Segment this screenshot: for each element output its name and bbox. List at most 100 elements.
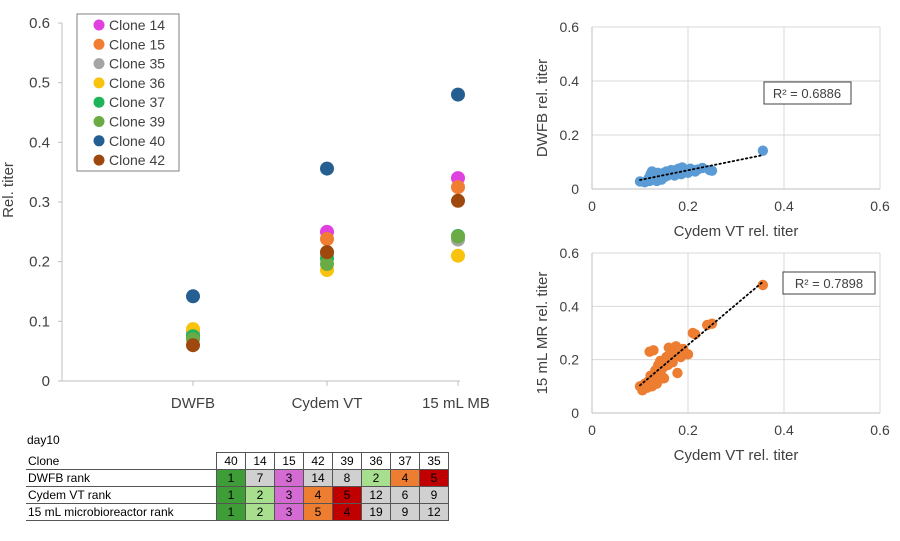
legend-marker [93, 77, 105, 89]
legend-label: Clone 35 [109, 56, 165, 72]
rank-value-cell: 5 [303, 503, 333, 521]
x-category-label: 15 mL MB [422, 395, 490, 412]
legend-marker [93, 116, 105, 127]
data-point [648, 345, 659, 356]
rank-value-cell: 14 [303, 469, 333, 487]
legend-marker [93, 38, 105, 50]
rank-table-header-row: Clone 40 14 15 42 39 36 37 35 [26, 452, 449, 470]
rank-value-cell: 9 [419, 486, 449, 504]
clone-id-cell: 36 [361, 452, 391, 470]
rank-value-cell: 12 [419, 503, 449, 521]
clone-id-cell: 40 [216, 452, 246, 470]
legend-label: Clone 42 [109, 152, 165, 168]
y-tick-label: 0.4 [29, 134, 50, 151]
data-point [690, 329, 701, 340]
legend-label: Clone 14 [109, 17, 165, 33]
x-tick-label: 0 [588, 198, 596, 214]
y-axis-title: DWFB rel. titer [534, 59, 551, 157]
data-point [451, 87, 465, 102]
y-tick-label: 0.2 [560, 352, 580, 368]
rank-value-cell: 6 [390, 486, 420, 504]
dwfb-vs-cydem-scatter: 0 0.2 0.4 0.6 0 0.2 0.4 0.6 Cydem VT rel. titer D… [534, 19, 890, 240]
legend-marker [93, 96, 105, 108]
x-axis-title: Cydem VT rel. titer [674, 223, 799, 240]
rank-value-cell: 2 [361, 469, 391, 487]
rank-value-cell: 3 [274, 469, 304, 487]
legend-label: Clone 36 [109, 75, 165, 91]
data-point [320, 231, 334, 246]
clone-id-cell: 39 [332, 452, 362, 470]
legend-marker [93, 135, 105, 147]
r-squared-label: R² = 0.6886 [773, 86, 841, 101]
rank-table-row: DWFB rank 1 7 3 14 8 2 4 5 [26, 469, 449, 487]
rank-value-cell: 1 [216, 503, 246, 521]
legend-marker [93, 19, 105, 31]
data-point [451, 180, 465, 195]
y-tick-label: 0.6 [29, 15, 50, 32]
rank-value-cell: 2 [245, 503, 275, 521]
rank-value-cell: 12 [361, 486, 391, 504]
y-tick-label: 0.4 [560, 73, 580, 89]
mr-vs-cydem-scatter: 0 0.2 0.4 0.6 0 0.2 0.4 0.6 Cydem VT rel. titer 1… [534, 245, 890, 464]
data-point [186, 289, 200, 304]
data-point [706, 165, 718, 176]
y-tick-label: 0.4 [560, 298, 580, 314]
rank-table-header-label: Clone [26, 452, 217, 470]
x-tick-label: 0 [588, 422, 596, 438]
legend-label: Clone 15 [109, 36, 165, 52]
y-tick-label: 0 [571, 405, 579, 421]
rank-value-cell: 1 [216, 486, 246, 504]
data-point [682, 349, 694, 360]
x-tick-label: 0.2 [678, 422, 698, 438]
y-axis-title: 15 mL MR rel. titer [534, 272, 551, 395]
x-tick-label: 0.4 [774, 198, 794, 214]
data-point [658, 373, 670, 384]
legend-box [76, 13, 180, 172]
legend-label: Clone 39 [109, 114, 165, 130]
rank-value-cell: 19 [361, 503, 391, 521]
x-tick-label: 0.6 [870, 422, 890, 438]
rank-value-cell: 4 [390, 469, 420, 487]
clone-id-cell: 35 [419, 452, 449, 470]
x-axis-title: Cydem VT rel. titer [674, 447, 799, 464]
data-point [320, 161, 334, 176]
rank-value-cell: 3 [274, 486, 304, 504]
trendline [639, 154, 764, 181]
r-squared-box [763, 81, 852, 105]
y-tick-label: 0.1 [29, 313, 50, 330]
x-category-label: Cydem VT [292, 395, 363, 412]
rank-value-cell: 2 [245, 486, 275, 504]
data-point [186, 338, 200, 353]
rank-value-cell: 4 [332, 503, 362, 521]
y-tick-label: 0.2 [29, 254, 50, 271]
rank-row-label: Cydem VT rank [26, 486, 217, 504]
rank-row-label: DWFB rank [26, 469, 217, 487]
rank-value-cell: 9 [390, 503, 420, 521]
rank-value-cell: 8 [332, 469, 362, 487]
clone-id-cell: 14 [245, 452, 275, 470]
r-squared-box [782, 271, 876, 295]
clone-id-cell: 42 [303, 452, 333, 470]
rank-value-cell: 5 [332, 486, 362, 504]
y-axis-title: Rel. titer [0, 162, 17, 218]
data-point [672, 367, 683, 379]
clone-id-cell: 15 [274, 452, 304, 470]
rank-value-cell: 5 [419, 469, 449, 487]
r-squared-label: R² = 0.7898 [795, 276, 863, 291]
data-point [320, 245, 334, 260]
x-tick-label: 0.4 [774, 422, 794, 438]
y-tick-label: 0.6 [560, 245, 580, 261]
x-tick-label: 0.2 [678, 198, 698, 214]
trendline [639, 280, 764, 387]
x-category-label: DWFB [171, 395, 215, 412]
rank-row-label: 15 mL microbioreactor rank [26, 503, 217, 521]
rank-value-cell: 4 [303, 486, 333, 504]
data-point [320, 257, 334, 272]
rank-table-row: 15 mL microbioreactor rank 1 2 3 5 4 19 9 12 [26, 503, 449, 521]
legend-label: Clone 40 [109, 133, 165, 149]
y-tick-label: 0.2 [560, 127, 580, 143]
data-point [451, 193, 465, 208]
rank-value-cell: 7 [245, 469, 275, 487]
rank-table-row: Cydem VT rank 1 2 3 4 5 12 6 9 [26, 486, 449, 504]
